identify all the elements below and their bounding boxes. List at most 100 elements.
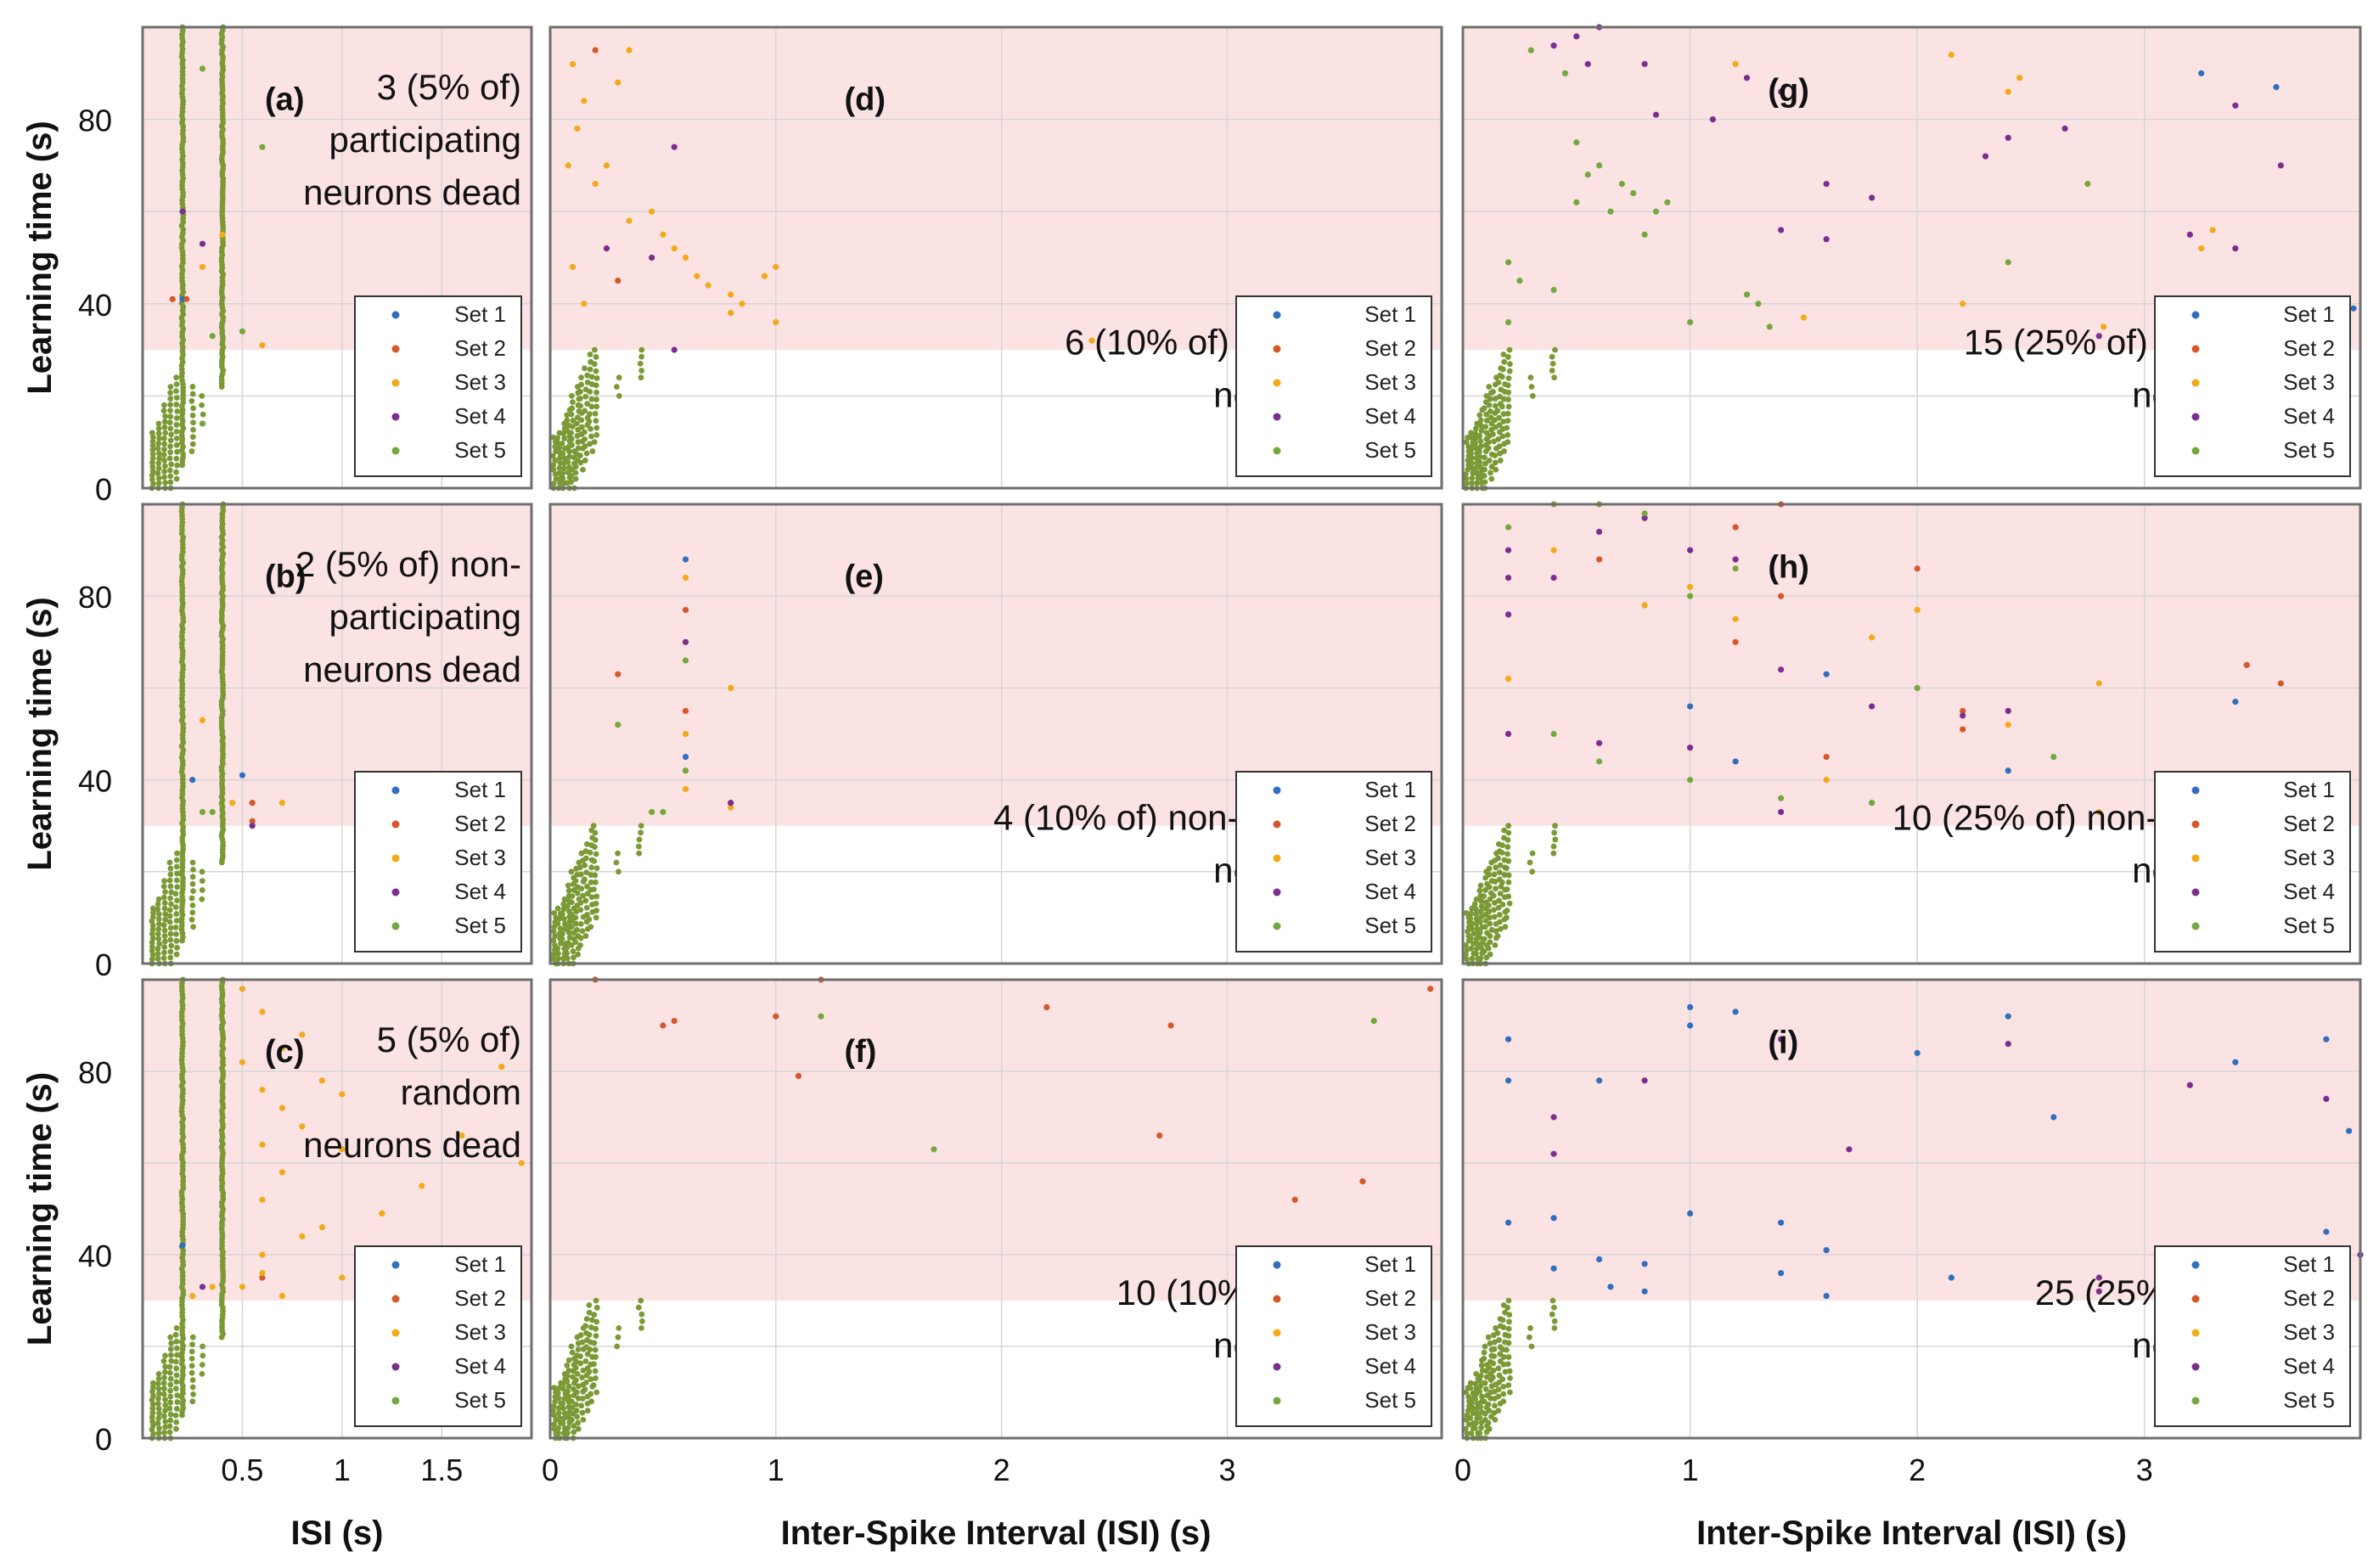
cluster-point [574,1371,581,1377]
point-set-4 [1823,181,1830,188]
cluster-point [593,914,599,921]
point-set-3 [603,162,610,169]
data-points [1462,24,2357,492]
legend-entry: Set 1 [1364,1251,1416,1277]
cluster-point [584,401,591,407]
point-set-1 [1607,1284,1614,1290]
cluster-point [168,431,175,438]
cluster-point [1493,885,1499,892]
cluster-point [587,849,593,856]
point-set-1 [1823,1247,1830,1254]
cluster-point [554,435,561,441]
legend-marker [2191,1295,2200,1303]
cluster-point [591,1312,598,1318]
cluster-point [149,930,155,937]
cluster-point [1501,396,1507,402]
cluster-point [1496,422,1503,429]
point-set-5 [199,65,206,72]
legend-entry: Set 4 [2283,1353,2335,1379]
cluster-point [572,939,579,946]
cluster-point [160,922,167,928]
cluster-point [565,903,571,909]
cluster-point [582,933,589,939]
cluster-point [570,948,576,954]
cluster-point [570,424,576,430]
legend-entry: Set 3 [2283,1319,2335,1345]
cluster-point [577,871,584,878]
legend-entry: Set 5 [2283,1387,2335,1413]
cluster-point [149,1422,156,1429]
cluster-point [162,889,168,896]
point-set-1 [2232,1059,2239,1065]
legend-entry: Set 5 [2283,437,2335,463]
point-set-2 [773,1013,779,1020]
cluster-point [1462,471,1469,478]
cluster-point [174,1392,181,1398]
point-set-1 [1732,1009,1739,1015]
point-set-3 [239,986,246,992]
cluster-point [565,1357,572,1363]
cluster-point [1463,951,1469,958]
cluster-point [1499,374,1505,380]
point-set-2 [671,1018,678,1025]
cluster-point [1469,475,1476,481]
cluster-point [167,925,174,931]
legend-entry: Set 1 [2283,777,2335,802]
cluster-point [564,945,570,952]
cluster-point [586,419,593,424]
cluster-point [572,878,579,885]
cluster-point [161,1430,167,1436]
cluster-point [167,390,173,396]
cluster-point [593,851,599,857]
cluster-point [1477,1383,1484,1390]
cluster-point [1549,360,1556,367]
annotation-line: neurons dead [303,649,521,689]
cluster-point [189,902,196,908]
point-set-5 [818,1013,824,1020]
cluster-point [565,882,571,889]
cluster-point [166,467,173,474]
cluster-point [173,1365,180,1372]
cluster-point [1490,892,1497,899]
cluster-point [1483,417,1490,424]
cluster-point [1505,829,1512,836]
cluster-point [162,480,168,486]
legend-marker [2191,1397,2200,1405]
cluster-point [1476,929,1483,936]
point-set-4 [2095,333,2102,340]
cluster-point [1549,1297,1556,1304]
x-tick-label: 1 [334,1453,351,1487]
cluster-point [166,455,173,462]
cluster-point [149,1413,155,1420]
cluster-point [588,864,595,871]
cluster-point [555,1395,562,1402]
point-set-1 [1595,1256,1603,1262]
x-tick-label: 0.5 [221,1453,263,1487]
legend-marker [391,311,400,319]
cluster-point [174,448,180,455]
legend-marker [2191,379,2200,387]
cluster-point [174,870,181,877]
legend-entry: Set 5 [1364,1387,1416,1413]
data-points [550,556,734,967]
point-set-5 [660,808,666,816]
cluster-point [564,417,571,424]
cluster-point [168,1357,175,1364]
point-set-3 [219,231,226,238]
cluster-point [616,868,621,875]
cluster-point [555,950,561,957]
point-set-5 [1755,301,1762,307]
point-set-3 [458,1132,465,1139]
cluster-point [1476,1430,1483,1436]
cluster-point [1494,407,1501,414]
cluster-point [174,1345,180,1352]
point-set-4 [1550,574,1557,582]
cluster-point [161,402,167,408]
cluster-point [593,382,599,389]
cluster-point [589,448,596,454]
cluster-point [1477,882,1484,889]
cluster-point [1465,1421,1472,1428]
cluster-point [565,1393,572,1400]
cluster-point [555,1410,562,1416]
